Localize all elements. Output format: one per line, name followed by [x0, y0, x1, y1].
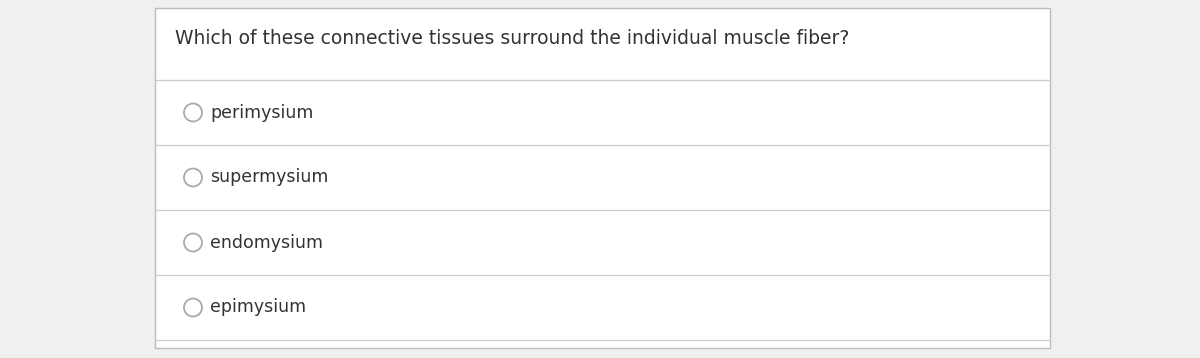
Text: supermysium: supermysium	[210, 169, 329, 187]
FancyBboxPatch shape	[155, 8, 1050, 348]
Text: epimysium: epimysium	[210, 299, 306, 316]
Text: Which of these connective tissues surround the individual muscle fiber?: Which of these connective tissues surrou…	[175, 29, 850, 48]
Text: endomysium: endomysium	[210, 233, 323, 252]
Text: perimysium: perimysium	[210, 103, 313, 121]
